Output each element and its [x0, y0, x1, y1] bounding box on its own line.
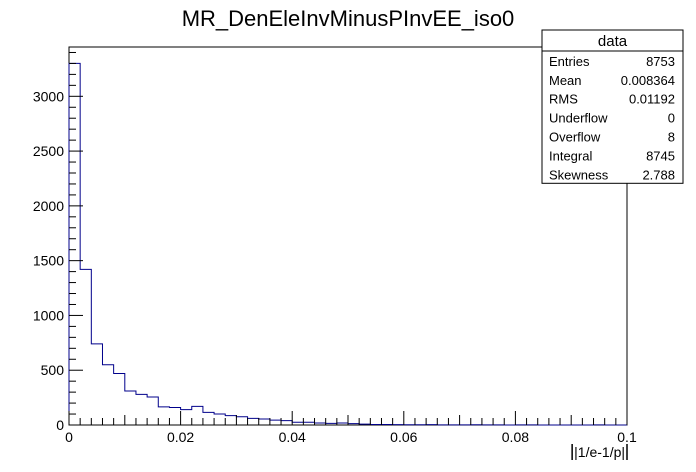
x-tick-label: 0.1	[617, 429, 637, 445]
y-tick-label: 1500	[33, 253, 64, 269]
histogram-bin	[259, 419, 270, 425]
x-tick-label: 0.06	[390, 429, 417, 445]
stats-box-title: data	[598, 33, 628, 50]
histogram-bin	[281, 421, 292, 425]
histogram-bin	[225, 416, 236, 425]
y-tick-label: 500	[41, 362, 65, 378]
x-tick-label: 0.04	[279, 429, 306, 445]
stats-label: Integral	[549, 148, 592, 163]
histogram-bin	[236, 417, 247, 425]
plot-area: 0 500 1000 1500 2000 2500 3000 0 0.02 0.04 0.06 0.0…	[33, 46, 637, 460]
histogram-bin	[248, 418, 259, 425]
histogram-bin	[203, 412, 214, 425]
y-tick-label: 2500	[33, 143, 64, 159]
stats-label: Skewness	[549, 167, 609, 182]
y-tick-label: 2000	[33, 198, 64, 214]
histogram-bin	[181, 410, 192, 425]
x-axis-title: |1/e-1/p|	[574, 444, 625, 460]
histogram-bin	[69, 63, 80, 425]
stats-value: 2.788	[642, 167, 675, 182]
histogram-bin	[125, 391, 136, 425]
stats-value: 8745	[646, 148, 675, 163]
histogram-bin	[214, 414, 225, 425]
histogram-bin	[270, 420, 281, 425]
stats-box: data Entries 8753 Mean 0.008364 RMS 0.01192 Und…	[541, 29, 684, 184]
y-tick-label: 1000	[33, 307, 64, 323]
x-tick-label: 0	[65, 429, 73, 445]
stats-label: RMS	[549, 92, 578, 107]
histogram-bin	[136, 394, 147, 425]
histogram-bin	[169, 407, 180, 425]
stats-label: Entries	[549, 54, 590, 69]
histogram-bin	[158, 407, 169, 425]
stats-value: 8753	[646, 54, 675, 69]
histogram-bin	[114, 374, 125, 425]
stats-label: Underflow	[549, 111, 608, 126]
stats-label: Mean	[549, 73, 582, 88]
x-tick-label: 0.08	[502, 429, 529, 445]
histogram-bin	[147, 397, 158, 425]
x-tick-label: 0.02	[167, 429, 194, 445]
stats-label: Overflow	[549, 130, 601, 145]
histogram-bin	[192, 406, 203, 425]
histogram-bin	[91, 344, 102, 425]
stats-value: 8	[668, 130, 675, 145]
y-tick-label: 0	[56, 417, 64, 433]
stats-box-frame	[541, 29, 684, 184]
y-tick-label: 3000	[33, 88, 64, 104]
histogram-bin	[102, 365, 113, 425]
stats-value: 0	[668, 111, 675, 126]
histogram-bin	[80, 269, 91, 425]
stats-value: 0.008364	[621, 73, 675, 88]
stats-value: 0.01192	[629, 92, 675, 107]
chart-title: MR_DenEleInvMinusPInvEE_iso0	[182, 6, 515, 31]
